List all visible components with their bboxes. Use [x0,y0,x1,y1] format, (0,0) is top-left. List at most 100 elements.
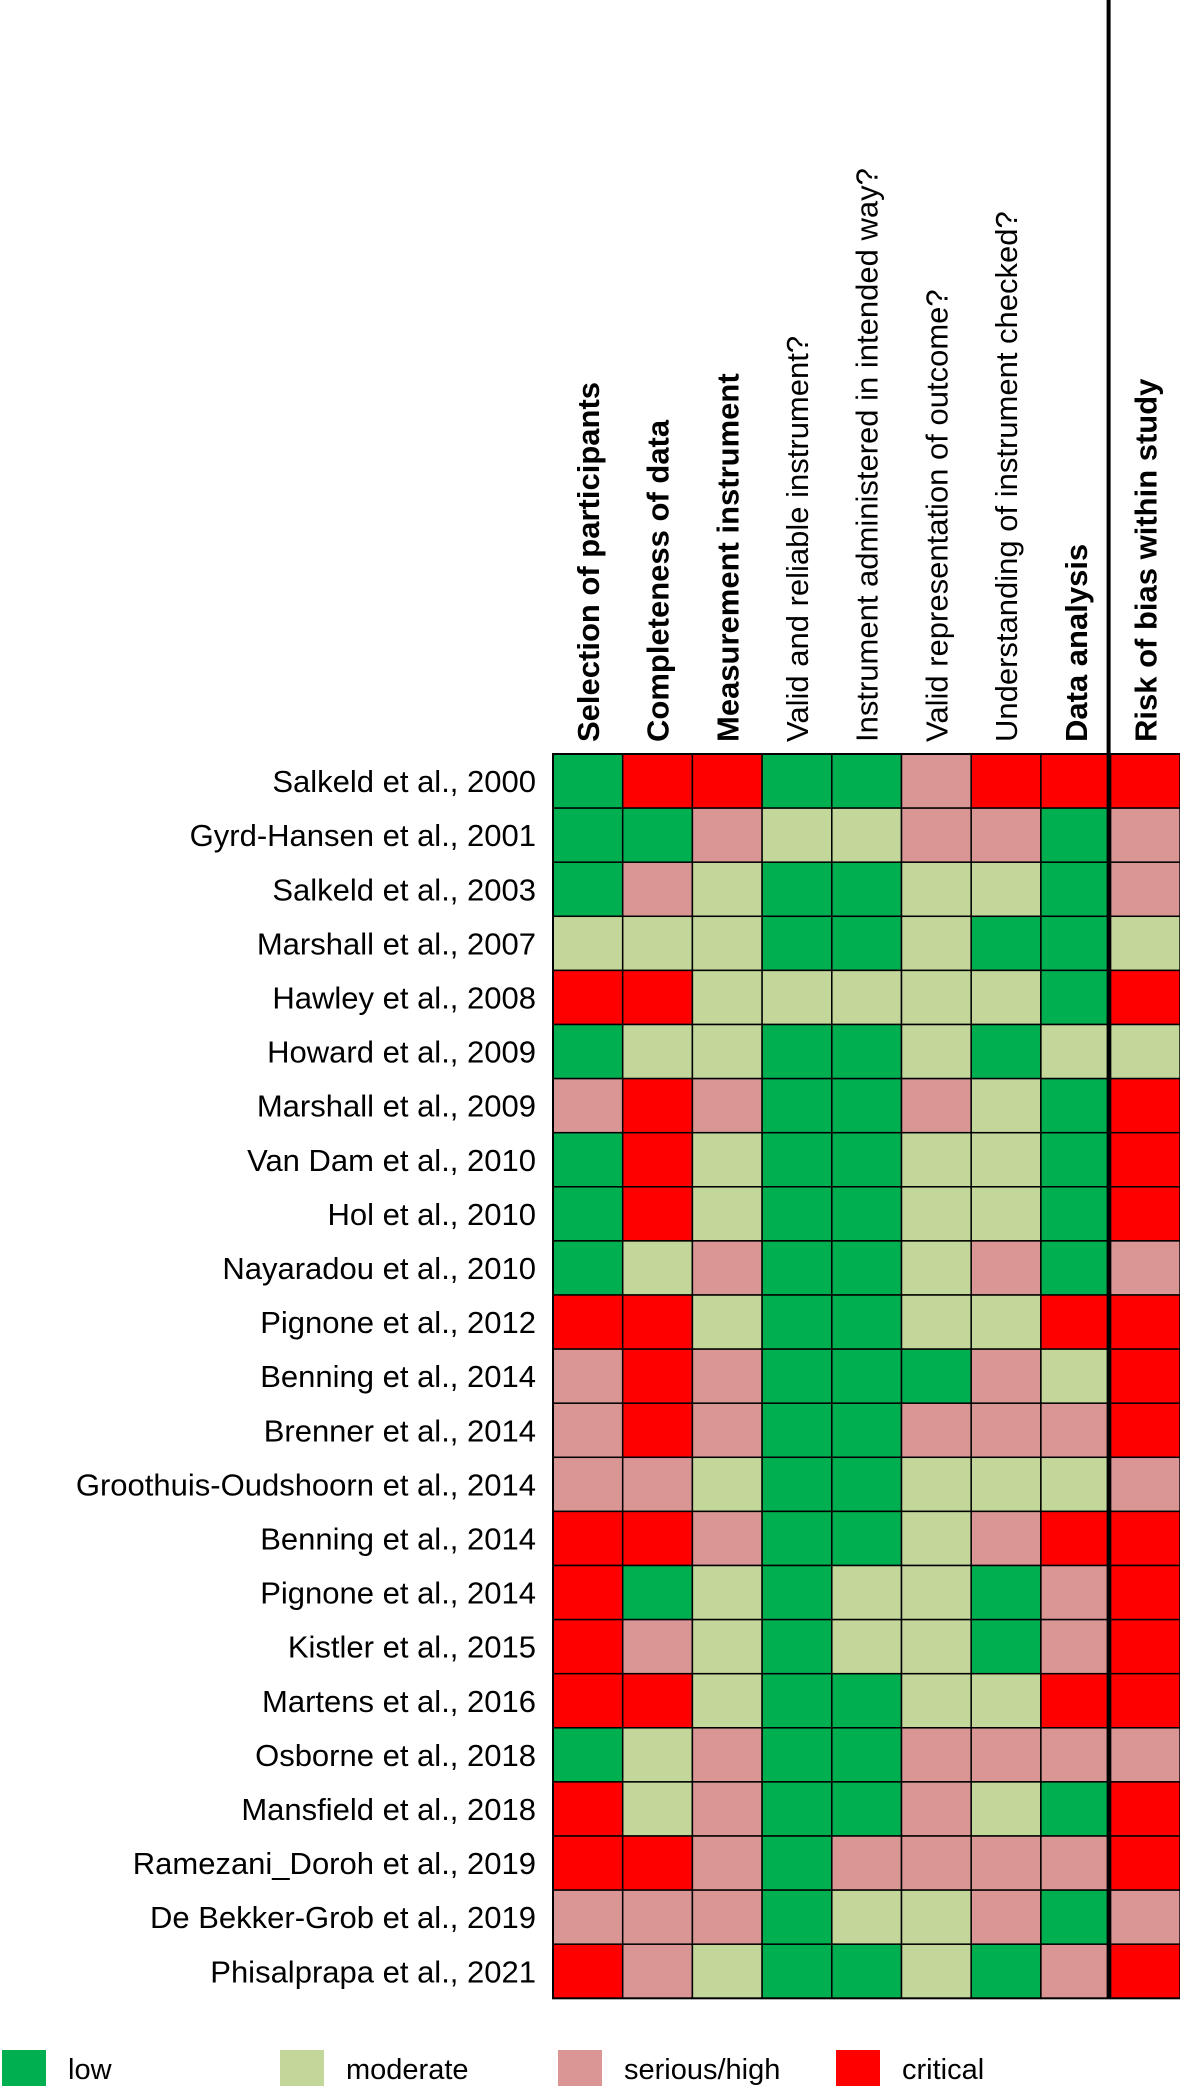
heatmap-cell [691,969,763,1026]
heatmap-cell [621,861,694,918]
row-label: Benning et al., 2014 [260,1359,536,1394]
heatmap-cell [831,969,903,1026]
legend-label: critical [902,2054,984,2086]
heatmap-cell [1040,1727,1112,1783]
heatmap-cell [1040,1240,1112,1296]
heatmap-cell [900,1402,972,1459]
heatmap-cell [1109,1835,1180,1891]
heatmap-cell [831,1348,903,1404]
column-label: Instrument administered in intended way? [850,168,885,742]
heatmap-cell [552,861,624,918]
row-label: Pignone et al., 2012 [260,1305,536,1340]
heatmap-cell [1040,1023,1112,1080]
heatmap-cell [970,1781,1042,1837]
heatmap-cell [1040,861,1112,918]
row-label: Marshall et al., 2007 [257,926,536,961]
row-label: Salkeld et al., 2000 [272,764,536,799]
heatmap-cell [552,1564,624,1621]
heatmap-cell [552,1835,624,1891]
heatmap-cell [761,1672,833,1729]
heatmap-cell [621,1023,694,1080]
heatmap-cell [1109,1781,1180,1837]
heatmap-cell [1109,807,1180,863]
legend-swatch [836,2050,880,2086]
heatmap-cell [970,1240,1042,1296]
heatmap-cell [621,1889,694,1945]
heatmap-cell [1109,1294,1180,1350]
heatmap-cell [900,1781,972,1837]
heatmap-cell [900,1023,972,1080]
heatmap-cell [621,1294,694,1350]
heatmap-cell [552,1672,624,1729]
heatmap-cell [831,1618,903,1675]
row-label: Hol et al., 2010 [327,1197,536,1232]
heatmap-cell [691,1402,763,1459]
heatmap-cell [1040,1294,1112,1350]
heatmap-cell [761,753,833,809]
heatmap-cell [621,1564,694,1621]
heatmap-cell [900,1348,972,1404]
heatmap-cell [1040,1835,1112,1891]
heatmap-cell [831,753,903,809]
heatmap-cell [970,807,1042,863]
heatmap-cell [691,915,763,972]
heatmap-cell [831,1727,903,1783]
heatmap-cell [552,807,624,863]
heatmap-cell [761,1294,833,1350]
heatmap-cell [691,807,763,863]
column-label: Measurement instrument [710,373,745,742]
heatmap-cell [900,1294,972,1350]
heatmap-cell [1109,861,1180,918]
heatmap-cell [691,1943,763,2000]
heatmap-cell [970,1727,1042,1783]
heatmap-cell [970,1564,1042,1621]
legend: low moderate serious/high critical [2,2050,984,2086]
heatmap-cell [970,1131,1042,1188]
heatmap-cell [900,1077,972,1134]
heatmap-cell [1040,753,1112,809]
legend-label: low [68,2054,113,2086]
heatmap-cell [900,1618,972,1675]
heatmap-cell [900,1727,972,1783]
heatmap-cell [900,1240,972,1296]
heatmap-cell [552,1077,624,1134]
heatmap-cell [761,969,833,1026]
heatmap-cell [1040,915,1112,972]
heatmap-cell [552,1348,624,1404]
heatmap-cell [1109,1186,1180,1242]
column-labels: Selection of participants Completeness of… [571,168,1164,742]
legend-label: serious/high [624,2054,780,2086]
heatmap-cell [761,1564,833,1621]
heatmap-cell [552,1131,624,1188]
heatmap-cell [1040,1672,1112,1729]
heatmap-cell [1040,1889,1112,1945]
heatmap-cell [1109,1943,1180,2000]
heatmap-cell [761,1618,833,1675]
heatmap-cell [552,1456,624,1513]
heatmap-cell [900,1456,972,1513]
separator-lines [552,0,1180,2000]
heatmap-cell [691,1456,763,1513]
heatmap-cell [831,1564,903,1621]
heatmap-cell [621,1727,694,1783]
heatmap-cell [621,1240,694,1296]
heatmap-cell [1109,969,1180,1026]
heatmap-cell [761,1077,833,1134]
heatmap-cell [831,1456,903,1513]
heatmap-cell [831,1672,903,1729]
heatmap-cell [691,1564,763,1621]
heatmap-cell [1040,1348,1112,1404]
heatmap-cell [831,1294,903,1350]
heatmap-cell [1109,915,1180,972]
row-labels: Salkeld et al., 2000 Gyrd-Hansen et al., … [76,764,536,1989]
heatmap-cell [552,1240,624,1296]
heatmap-cell [831,1835,903,1891]
heatmap-cell [970,1943,1042,2000]
heatmap-cell [831,1023,903,1080]
heatmap-cell [761,1781,833,1837]
heatmap-cell [761,1023,833,1080]
heatmap-cell [1109,1889,1180,1945]
heatmap-cell [970,1889,1042,1945]
row-label: Pignone et al., 2014 [260,1576,536,1611]
heatmap-cell [900,807,972,863]
